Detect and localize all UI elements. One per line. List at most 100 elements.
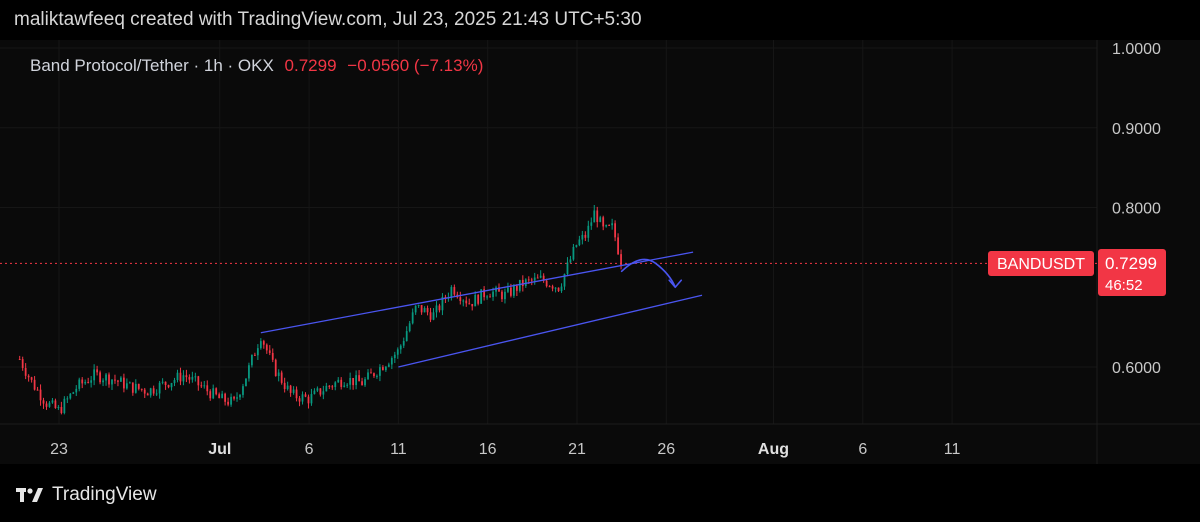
candle-body [161, 381, 164, 383]
candle-body [459, 297, 462, 302]
candle-body [167, 385, 170, 388]
candle-body [236, 397, 238, 399]
candle-body [134, 383, 137, 393]
candle-body [155, 393, 158, 395]
candle-body [117, 380, 119, 382]
candle-body [131, 382, 134, 393]
candle-body [81, 379, 84, 384]
tradingview-logo-icon [16, 488, 43, 502]
candle-body [393, 354, 396, 359]
candle-body [328, 385, 331, 387]
candle-body [265, 344, 268, 351]
candle-body [620, 254, 622, 266]
candle-body [593, 210, 596, 223]
candle-body [346, 384, 349, 386]
time-tick-label: 11 [390, 441, 407, 458]
candle-body [602, 217, 605, 227]
candle-body [435, 305, 438, 313]
candle-body [137, 383, 140, 389]
symbol-description: Band Protocol/Tether · 1h · OKX [30, 56, 274, 75]
candle-body [527, 279, 530, 281]
candle-body [515, 285, 518, 291]
candle-body [301, 394, 304, 402]
candle-body [69, 393, 72, 399]
price-tick-label: 0.6000 [1112, 360, 1161, 377]
candle-body [283, 382, 286, 390]
legend-price: 0.7299 [284, 56, 337, 75]
candle-body [197, 376, 200, 386]
candle-body [203, 385, 206, 387]
candle-body [105, 374, 107, 381]
price-tick-label: 0.8000 [1112, 201, 1161, 218]
time-tick-label: 21 [568, 441, 586, 458]
candle-body [212, 388, 215, 399]
candle-body [152, 388, 155, 394]
price-tick-label: 0.9000 [1112, 121, 1161, 138]
price-tick-label: 1.0000 [1112, 41, 1161, 58]
candle-body [295, 389, 298, 399]
candle-body [319, 388, 322, 395]
candle-body [316, 388, 319, 391]
candle-body [149, 388, 152, 396]
candle-body [33, 379, 36, 390]
candle-body [590, 222, 593, 226]
candle-body [21, 359, 24, 368]
candle-body [280, 372, 283, 383]
candle-body [322, 391, 325, 395]
candle-body [498, 287, 500, 292]
candle-body [441, 296, 444, 311]
candle-body [206, 385, 209, 392]
candle-body [218, 394, 221, 399]
candle-body [402, 341, 405, 346]
candle-body [271, 352, 274, 360]
candle-body [158, 382, 161, 394]
candle-body [587, 225, 590, 238]
candle-body [370, 372, 372, 374]
candle-body [277, 372, 280, 377]
candle-body [486, 296, 488, 298]
time-tick-label: Aug [758, 441, 789, 458]
candle-body [581, 234, 584, 240]
symbol-legend[interactable]: Band Protocol/Tether · 1h · OKX 0.7299 −… [30, 56, 483, 76]
candle-body [512, 285, 515, 296]
candle-body [557, 287, 560, 292]
candle-body [48, 402, 51, 407]
candle-body [566, 262, 569, 274]
tradingview-brand[interactable]: TradingView [52, 484, 157, 505]
candle-body [292, 389, 295, 393]
candles [18, 204, 622, 415]
candle-body [420, 304, 423, 313]
candle-body [146, 393, 149, 396]
candle-body [298, 398, 301, 402]
candle-body [111, 379, 113, 385]
candle-body [373, 373, 375, 377]
candle-body [36, 389, 39, 391]
candle-body [379, 367, 381, 376]
candle-body [194, 376, 197, 378]
candle-body [352, 377, 355, 386]
candle-body [429, 312, 432, 320]
candle-body [572, 246, 575, 260]
candle-body [123, 377, 125, 389]
channel-upper-line [260, 251, 694, 334]
candle-body [188, 377, 191, 380]
candle-body [54, 400, 57, 408]
candle-body [361, 381, 363, 386]
candle-body [617, 237, 619, 255]
candle-body [125, 383, 128, 389]
candle-body [349, 377, 352, 385]
candle-body [530, 279, 533, 281]
candle-body [438, 305, 441, 311]
candle-body [551, 286, 554, 289]
candle-body [87, 381, 90, 383]
candle-body [387, 364, 390, 367]
candle-body [140, 388, 143, 390]
candle-body [51, 400, 54, 403]
candle-body [423, 308, 426, 313]
candle-body [465, 300, 468, 304]
candle-body [384, 366, 387, 371]
candle-body [45, 403, 48, 407]
candle-body [99, 372, 101, 383]
candle-body [331, 386, 334, 388]
